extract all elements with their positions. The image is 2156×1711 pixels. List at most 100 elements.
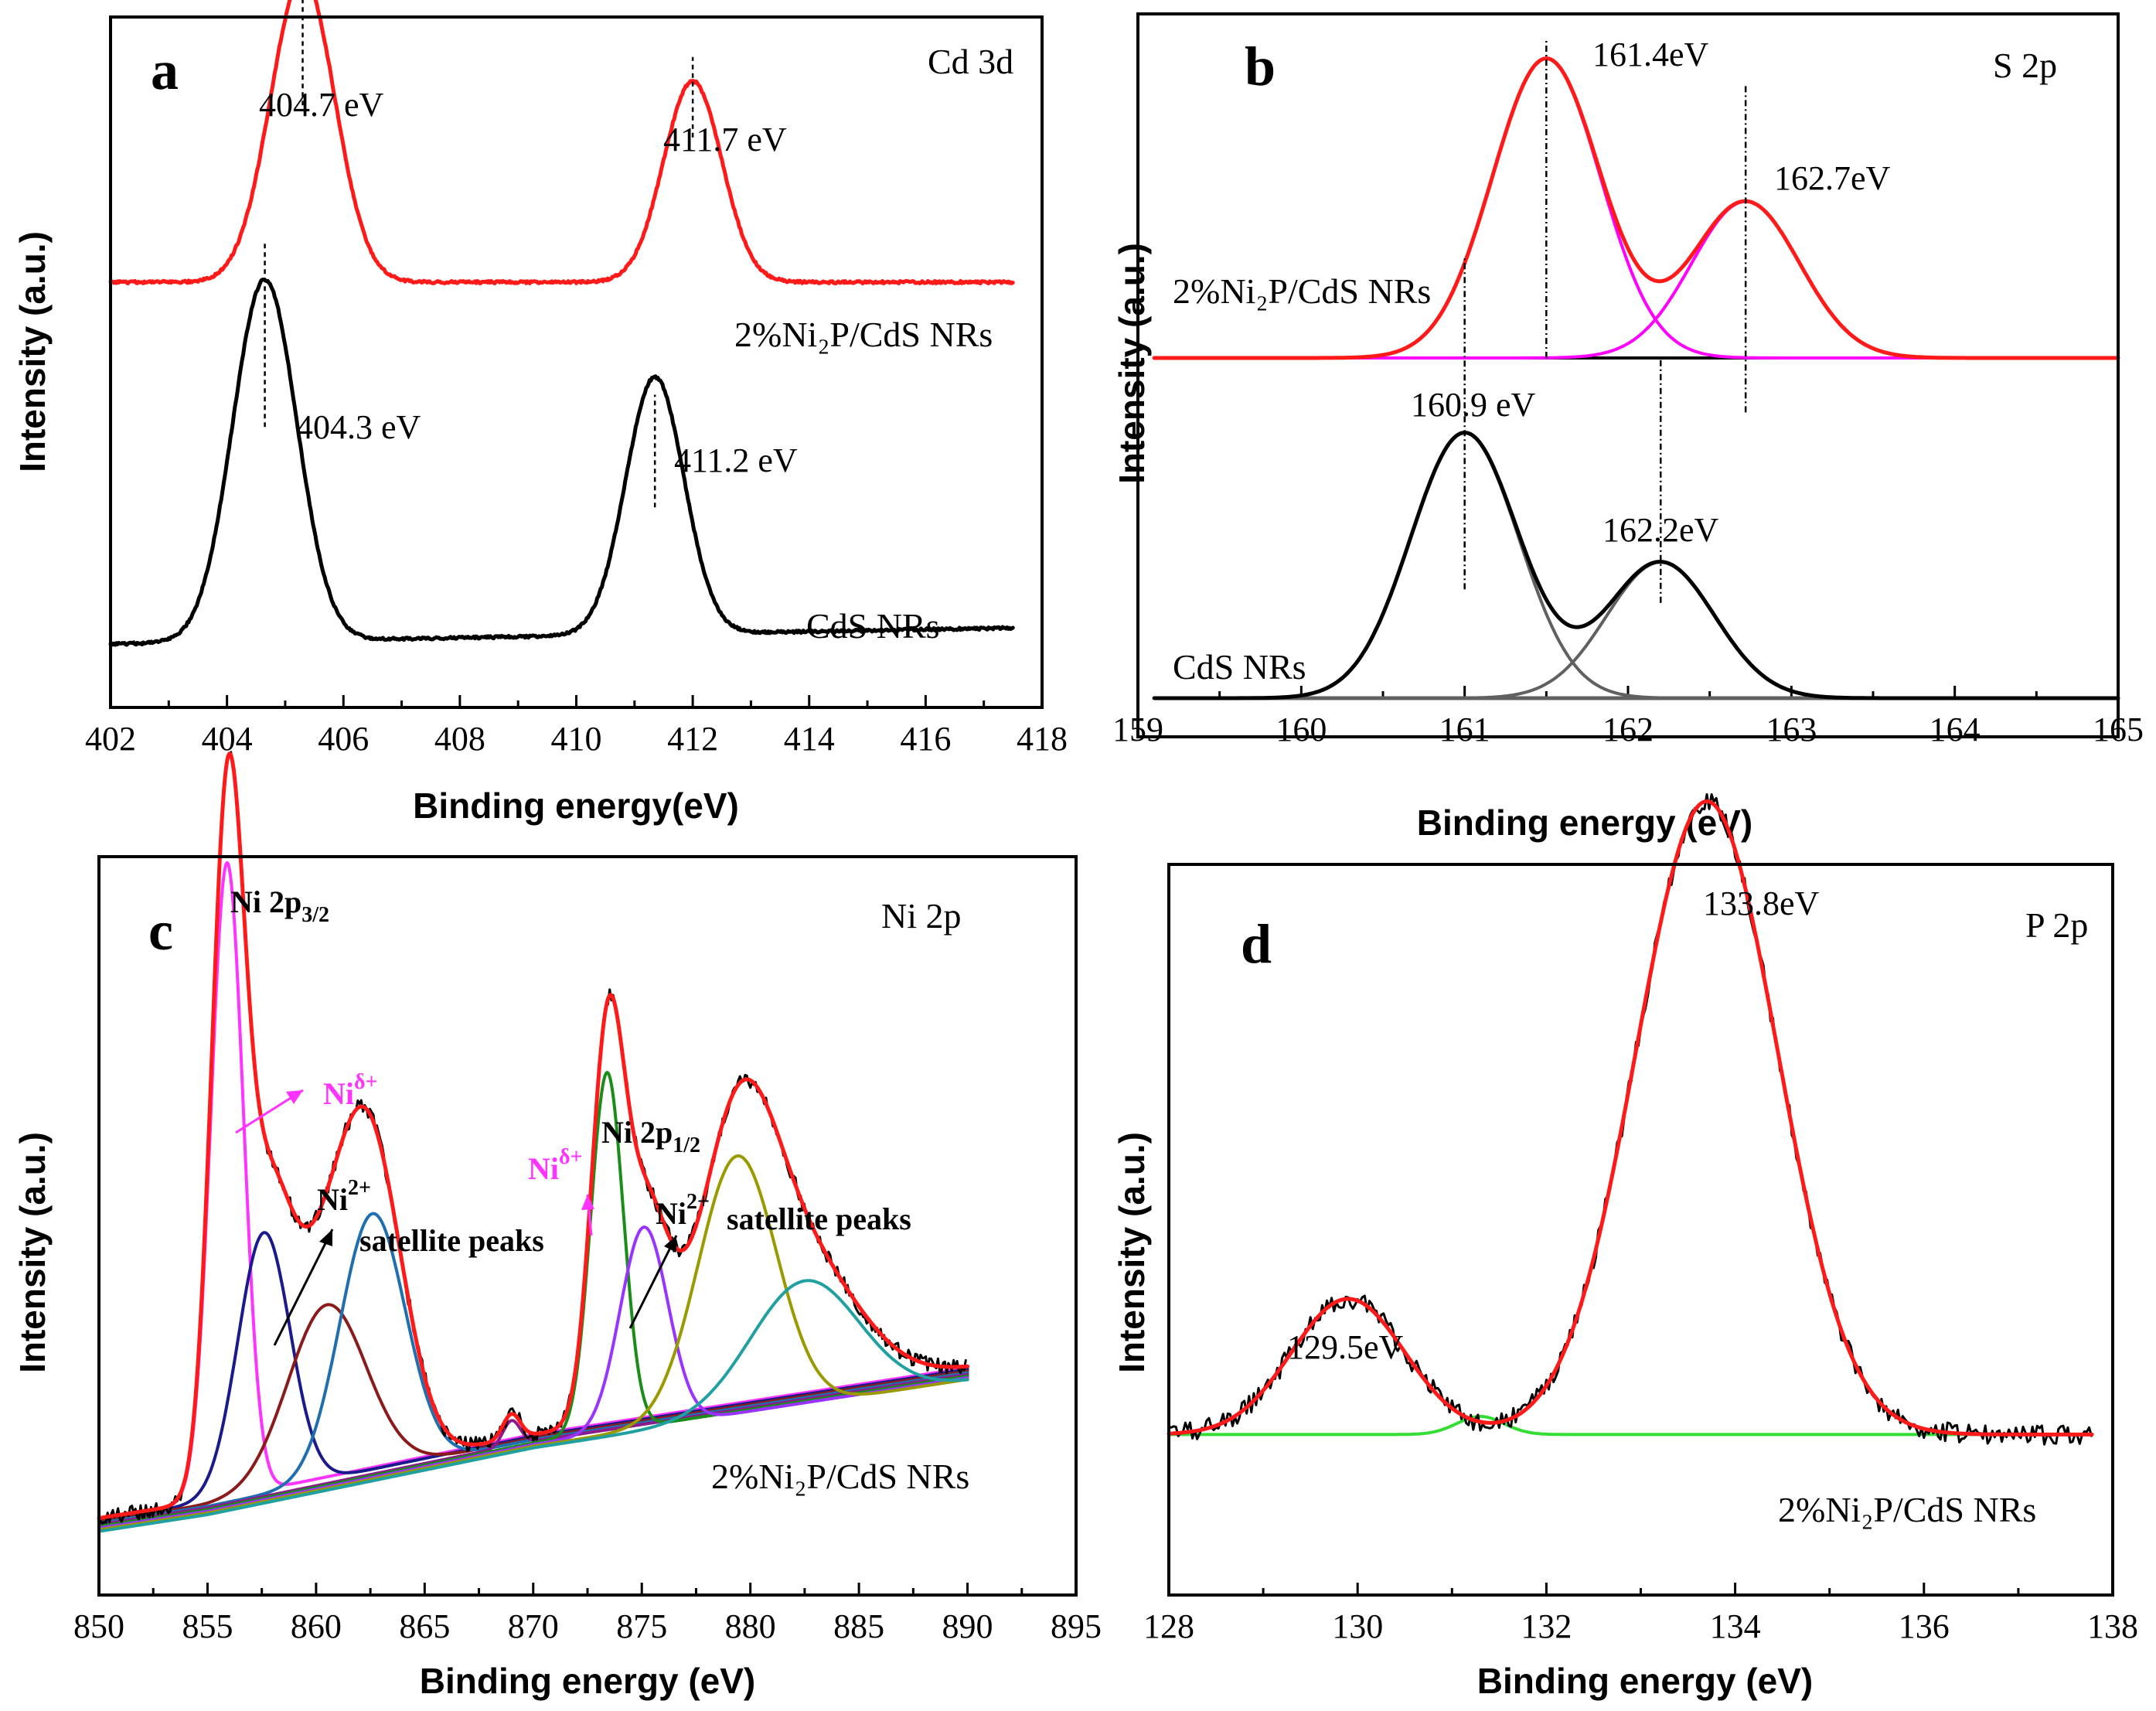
svg-text:Niδ+: Niδ+ bbox=[323, 1070, 378, 1111]
envelope-fit-line bbox=[97, 752, 970, 1520]
spectrum-line bbox=[1153, 56, 2120, 360]
annotation-text: Ni bbox=[528, 1151, 559, 1186]
fit-component-line bbox=[97, 861, 969, 1520]
annotation-superscript: δ+ bbox=[354, 1070, 378, 1094]
annotation-ni-2p12: Ni 2p1/2 bbox=[601, 1115, 700, 1157]
svg-text:Ni2+: Ni2+ bbox=[317, 1176, 371, 1217]
peak-label-133-8: 133.8eV bbox=[1703, 884, 1820, 922]
x-tick-label: 860 bbox=[291, 1607, 342, 1645]
x-tick-label: 130 bbox=[1332, 1607, 1383, 1645]
fit-component-line bbox=[97, 1225, 969, 1530]
panel-letter: c bbox=[148, 900, 173, 962]
svg-text:Ni 2p3/2: Ni 2p3/2 bbox=[230, 884, 329, 927]
annotation-subscript: 3/2 bbox=[301, 903, 329, 927]
annotation-ni-delta-2: Niδ+ bbox=[528, 1145, 594, 1236]
annotation-text: Ni 2p bbox=[230, 884, 301, 919]
x-tick-label: 138 bbox=[2087, 1607, 2138, 1645]
annotation-text: Ni bbox=[656, 1196, 686, 1231]
panel-title: Ni 2p bbox=[881, 896, 962, 936]
annotation-text: Ni bbox=[323, 1076, 354, 1111]
svg-text:Ni 2p1/2: Ni 2p1/2 bbox=[601, 1115, 700, 1157]
reference-lines bbox=[1463, 38, 1747, 603]
x-tick-label: 414 bbox=[784, 720, 835, 758]
plot-frame bbox=[97, 855, 1078, 1597]
x-tick-label: 134 bbox=[1710, 1607, 1761, 1645]
x-ticks: 128 130 132 134 136 138 bbox=[1143, 1583, 2138, 1645]
peak-label-162-2: 162.2eV bbox=[1603, 511, 1719, 549]
annotation-satellite-1: satellite peaks bbox=[359, 1223, 544, 1258]
x-tick-label: 895 bbox=[1051, 1607, 1102, 1645]
x-tick-label: 406 bbox=[318, 720, 369, 758]
annotation-satellite-2: satellite peaks bbox=[727, 1201, 911, 1236]
peak-label-404-7: 404.7 eV bbox=[259, 86, 384, 124]
spectrum-line bbox=[108, 0, 1015, 285]
envelope-fit-line bbox=[1167, 799, 2094, 1437]
svg-text:Ni2+: Ni2+ bbox=[656, 1190, 710, 1231]
panel-title: Cd 3d bbox=[928, 42, 1013, 81]
annotation-ni-2plus-2: Ni2+ bbox=[628, 1190, 710, 1329]
arrow-line bbox=[273, 1229, 334, 1346]
arrow-head-icon bbox=[664, 1236, 676, 1253]
spectrum-line bbox=[1152, 431, 2120, 700]
panel-title: S 2p bbox=[1993, 46, 2057, 85]
series-label-sample: 2%Ni₂P/CdS NRs bbox=[711, 1457, 969, 1496]
y-axis-label: Intensity (a.u.) bbox=[12, 231, 53, 472]
arrow-head-icon bbox=[581, 1195, 594, 1210]
spectra bbox=[97, 751, 970, 1533]
fit-component-line bbox=[97, 1154, 969, 1532]
fit-component-line bbox=[97, 1279, 969, 1533]
peak-label-411-2: 411.2 eV bbox=[674, 441, 798, 479]
panel-b-s2p: b S 2p Intensity (a.u.) Binding energy (… bbox=[1112, 12, 2144, 843]
plot-frame bbox=[109, 15, 1044, 709]
annotation-text: Ni bbox=[317, 1182, 348, 1217]
x-axis-label: Binding energy(eV) bbox=[413, 786, 739, 826]
series-label-ni2p: 2%Ni₂P/CdS NRs bbox=[1173, 271, 1431, 311]
arrow-line bbox=[628, 1235, 678, 1329]
x-tick-label: 865 bbox=[399, 1607, 450, 1645]
spectra bbox=[1167, 792, 2094, 1446]
peak-label-162-7: 162.7eV bbox=[1774, 159, 1891, 197]
x-ticks: 850 855 860 865 870 875 880 885 890 895 bbox=[73, 1583, 1102, 1645]
x-axis-label: Binding energy (eV) bbox=[420, 1661, 755, 1701]
annotation-ni-2p32: Ni 2p3/2 bbox=[230, 884, 329, 927]
arrow-head-icon bbox=[319, 1229, 332, 1246]
panel-letter: d bbox=[1241, 913, 1272, 975]
fit-component-line bbox=[97, 1071, 969, 1529]
series-label-cds: CdS NRs bbox=[806, 606, 940, 646]
x-tick-label: 410 bbox=[551, 720, 602, 758]
x-tick-label: 161 bbox=[1439, 711, 1490, 748]
reference-lines bbox=[264, 0, 694, 508]
x-tick-label: 875 bbox=[616, 1607, 667, 1645]
x-tick-label: 136 bbox=[1899, 1607, 1950, 1645]
arrow-head-icon bbox=[286, 1090, 303, 1104]
panel-letter: a bbox=[151, 39, 179, 101]
x-axis-label: Binding energy (eV) bbox=[1477, 1661, 1813, 1701]
annotation-superscript: δ+ bbox=[559, 1145, 583, 1169]
spectrum-line bbox=[1152, 56, 2120, 360]
svg-text:Niδ+: Niδ+ bbox=[528, 1145, 583, 1186]
series-label-cds: CdS NRs bbox=[1173, 647, 1306, 687]
x-tick-label: 855 bbox=[182, 1607, 233, 1645]
annotation-subscript: 1/2 bbox=[673, 1133, 700, 1157]
x-tick-label: 885 bbox=[833, 1607, 884, 1645]
peak-label-129-5: 129.5eV bbox=[1287, 1328, 1404, 1366]
annotation-superscript: 2+ bbox=[348, 1176, 371, 1200]
panel-letter: b bbox=[1245, 36, 1276, 97]
spectra bbox=[1152, 56, 2120, 700]
x-tick-label: 402 bbox=[85, 720, 136, 758]
spectra bbox=[108, 0, 1015, 647]
peak-label-404-3: 404.3 eV bbox=[296, 408, 421, 446]
x-tick-label: 870 bbox=[508, 1607, 559, 1645]
plot-frame bbox=[1167, 863, 2114, 1597]
x-tick-label: 418 bbox=[1017, 720, 1068, 758]
x-tick-label: 880 bbox=[725, 1607, 776, 1645]
x-ticks: 402 404 406 408 410 412 414 416 418 bbox=[85, 695, 1068, 758]
series-label-sample: 2%Ni₂P/CdS NRs bbox=[1778, 1490, 2036, 1529]
panel-a-cd3d: a Cd 3d Intensity (a.u.) Binding energy(… bbox=[12, 0, 1068, 826]
peak-label-160-9: 160.9 eV bbox=[1411, 386, 1536, 424]
x-tick-label: 890 bbox=[942, 1607, 993, 1645]
y-axis-label: Intensity (a.u.) bbox=[1112, 243, 1152, 484]
x-tick-label: 163 bbox=[1766, 711, 1817, 748]
annotation-text: Ni 2p bbox=[601, 1115, 673, 1150]
